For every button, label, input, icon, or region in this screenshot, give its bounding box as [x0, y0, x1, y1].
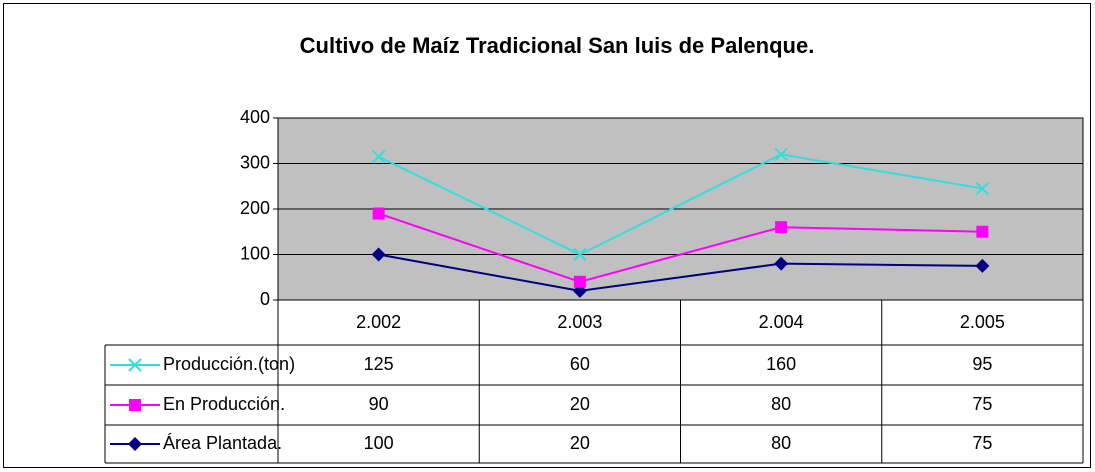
table-value: 80	[771, 433, 791, 453]
y-tick-label: 400	[240, 107, 270, 127]
legend-label: En Producción.	[163, 394, 285, 414]
marker	[573, 275, 586, 288]
table-value: 75	[972, 394, 992, 414]
x-tick-label: 2.005	[960, 312, 1005, 332]
table-value: 60	[570, 354, 590, 374]
marker	[774, 147, 788, 162]
y-tick-label: 200	[240, 198, 270, 218]
marker	[371, 247, 386, 262]
x-tick-label: 2.004	[759, 312, 804, 332]
series-line	[378, 253, 983, 292]
table-value: 80	[771, 394, 791, 414]
legend-label: Producción.(ton)	[163, 354, 295, 374]
legend-label: Área Plantada.	[163, 433, 282, 453]
marker	[774, 256, 789, 271]
table-value: 100	[364, 433, 394, 453]
marker	[975, 181, 990, 196]
table-value: 125	[364, 354, 394, 374]
y-tick-label: 300	[240, 152, 270, 172]
x-tick-label: 2.002	[356, 312, 401, 332]
marker	[372, 207, 385, 220]
series-line	[378, 153, 983, 256]
table-value: 20	[570, 394, 590, 414]
series-line	[378, 212, 983, 283]
x-tick-label: 2.003	[557, 312, 602, 332]
marker	[573, 247, 587, 262]
y-tick-label: 0	[260, 289, 270, 309]
table-value: 20	[570, 433, 590, 453]
y-tick-label: 100	[240, 243, 270, 263]
marker	[128, 437, 142, 451]
marker	[976, 225, 989, 238]
marker	[129, 399, 141, 411]
marker	[975, 258, 990, 273]
marker	[128, 358, 142, 372]
marker	[775, 221, 788, 234]
table-value: 75	[972, 433, 992, 453]
table-value: 160	[766, 354, 796, 374]
marker	[371, 149, 386, 164]
table-value: 90	[369, 394, 389, 414]
table-value: 95	[972, 354, 992, 374]
chart-title: Cultivo de Maíz Tradicional San luis de …	[300, 33, 815, 58]
